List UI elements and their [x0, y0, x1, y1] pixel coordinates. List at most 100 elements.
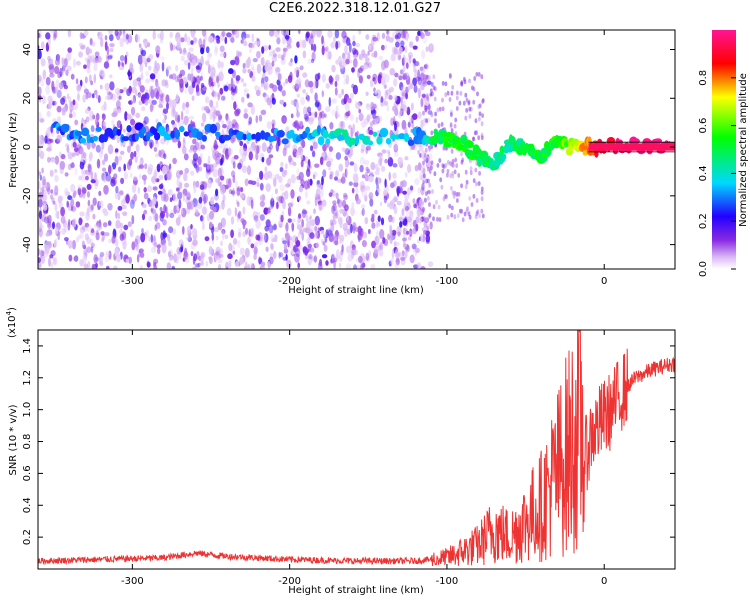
- noise-blob: [222, 194, 226, 202]
- noise-blob: [140, 232, 146, 243]
- signal-blob: [317, 136, 325, 146]
- noise-blob: [357, 67, 363, 74]
- noise-blob: [308, 35, 314, 46]
- noise-blob: [316, 180, 320, 185]
- noise-blob: [299, 65, 304, 71]
- noise-blob: [374, 106, 379, 111]
- noise-blob: [433, 171, 437, 177]
- noise-blob: [395, 252, 401, 259]
- noise-blob: [201, 30, 207, 37]
- noise-blob: [67, 47, 72, 53]
- noise-blob: [335, 41, 339, 50]
- signal-blob: [362, 135, 370, 145]
- noise-blob: [415, 216, 420, 224]
- noise-blob: [364, 171, 368, 181]
- noise-blob: [178, 199, 182, 209]
- noise-blob: [263, 207, 269, 215]
- x-tick-label: -200: [278, 576, 301, 587]
- noise-blob: [369, 121, 373, 128]
- noise-blob: [382, 190, 388, 196]
- noise-blob: [84, 233, 89, 241]
- noise-blob: [166, 102, 169, 110]
- noise-blob: [367, 61, 372, 69]
- noise-blob: [427, 166, 430, 172]
- noise-blob: [76, 236, 79, 243]
- noise-blob: [161, 61, 165, 72]
- noise-blob: [405, 92, 408, 100]
- noise-blob: [104, 82, 110, 91]
- noise-blob: [413, 66, 417, 73]
- noise-blob: [289, 71, 293, 81]
- noise-blob: [228, 120, 232, 130]
- noise-blob: [103, 184, 109, 195]
- noise-blob: [177, 191, 183, 200]
- direct-signal-band: [588, 143, 675, 151]
- noise-blob: [318, 260, 323, 269]
- noise-blob: [395, 257, 400, 266]
- noise-blob: [237, 227, 242, 235]
- noise-blob: [385, 30, 390, 36]
- noise-blob: [369, 171, 374, 177]
- noise-blob: [408, 116, 413, 122]
- noise-blob: [338, 93, 342, 99]
- noise-blob: [395, 241, 400, 247]
- noise-blob: [86, 246, 92, 253]
- noise-blob: [103, 61, 110, 69]
- noise-blob: [84, 57, 88, 62]
- noise-blob: [153, 87, 159, 98]
- noise-blob: [342, 121, 346, 130]
- noise-blob: [381, 44, 385, 51]
- noise-blob: [304, 227, 310, 234]
- noise-blob: [219, 52, 226, 57]
- noise-blob: [355, 116, 359, 124]
- noise-blob: [101, 113, 106, 121]
- noise-blob: [339, 61, 342, 68]
- noise-blob: [129, 172, 133, 179]
- noise-blob: [355, 102, 361, 110]
- noise-blob: [241, 165, 248, 173]
- noise-blob: [90, 80, 94, 86]
- colorbar-gradient: [712, 30, 736, 269]
- noise-blob: [243, 147, 248, 157]
- noise-blob: [401, 119, 407, 130]
- noise-blob: [441, 106, 445, 112]
- noise-blob: [67, 151, 73, 158]
- noise-blob: [229, 33, 235, 43]
- y-tick-label: 1.0: [22, 402, 33, 418]
- noise-blob: [191, 95, 195, 101]
- noise-blob: [323, 113, 327, 118]
- noise-blob: [156, 244, 161, 249]
- noise-blob: [302, 50, 307, 59]
- noise-blob: [192, 197, 197, 204]
- noise-blob: [313, 208, 316, 215]
- noise-blob: [179, 170, 184, 175]
- noise-blob: [128, 85, 132, 94]
- noise-blob: [420, 66, 426, 74]
- noise-blob: [267, 170, 272, 179]
- noise-blob: [205, 60, 210, 66]
- noise-blob: [332, 257, 338, 263]
- noise-blob: [364, 194, 368, 202]
- noise-blob: [281, 54, 285, 61]
- noise-blob: [119, 55, 125, 62]
- noise-blob: [301, 218, 304, 228]
- y-tick-label: 0.6: [22, 465, 33, 481]
- noise-blob: [451, 159, 455, 164]
- noise-blob: [53, 192, 59, 196]
- noise-blob: [187, 62, 191, 70]
- noise-blob: [391, 216, 395, 223]
- noise-blob: [307, 58, 312, 65]
- signal-blob: [385, 138, 392, 145]
- noise-blob: [211, 106, 216, 111]
- noise-blob: [182, 102, 186, 111]
- noise-blob: [259, 170, 264, 180]
- noise-blob: [381, 32, 386, 40]
- noise-blob: [228, 68, 234, 75]
- noise-blob: [292, 161, 297, 167]
- noise-blob: [424, 147, 428, 153]
- noise-blob: [409, 254, 415, 264]
- noise-blob: [474, 167, 478, 173]
- noise-blob: [180, 209, 184, 215]
- noise-blob: [67, 30, 72, 38]
- noise-blob: [115, 87, 121, 95]
